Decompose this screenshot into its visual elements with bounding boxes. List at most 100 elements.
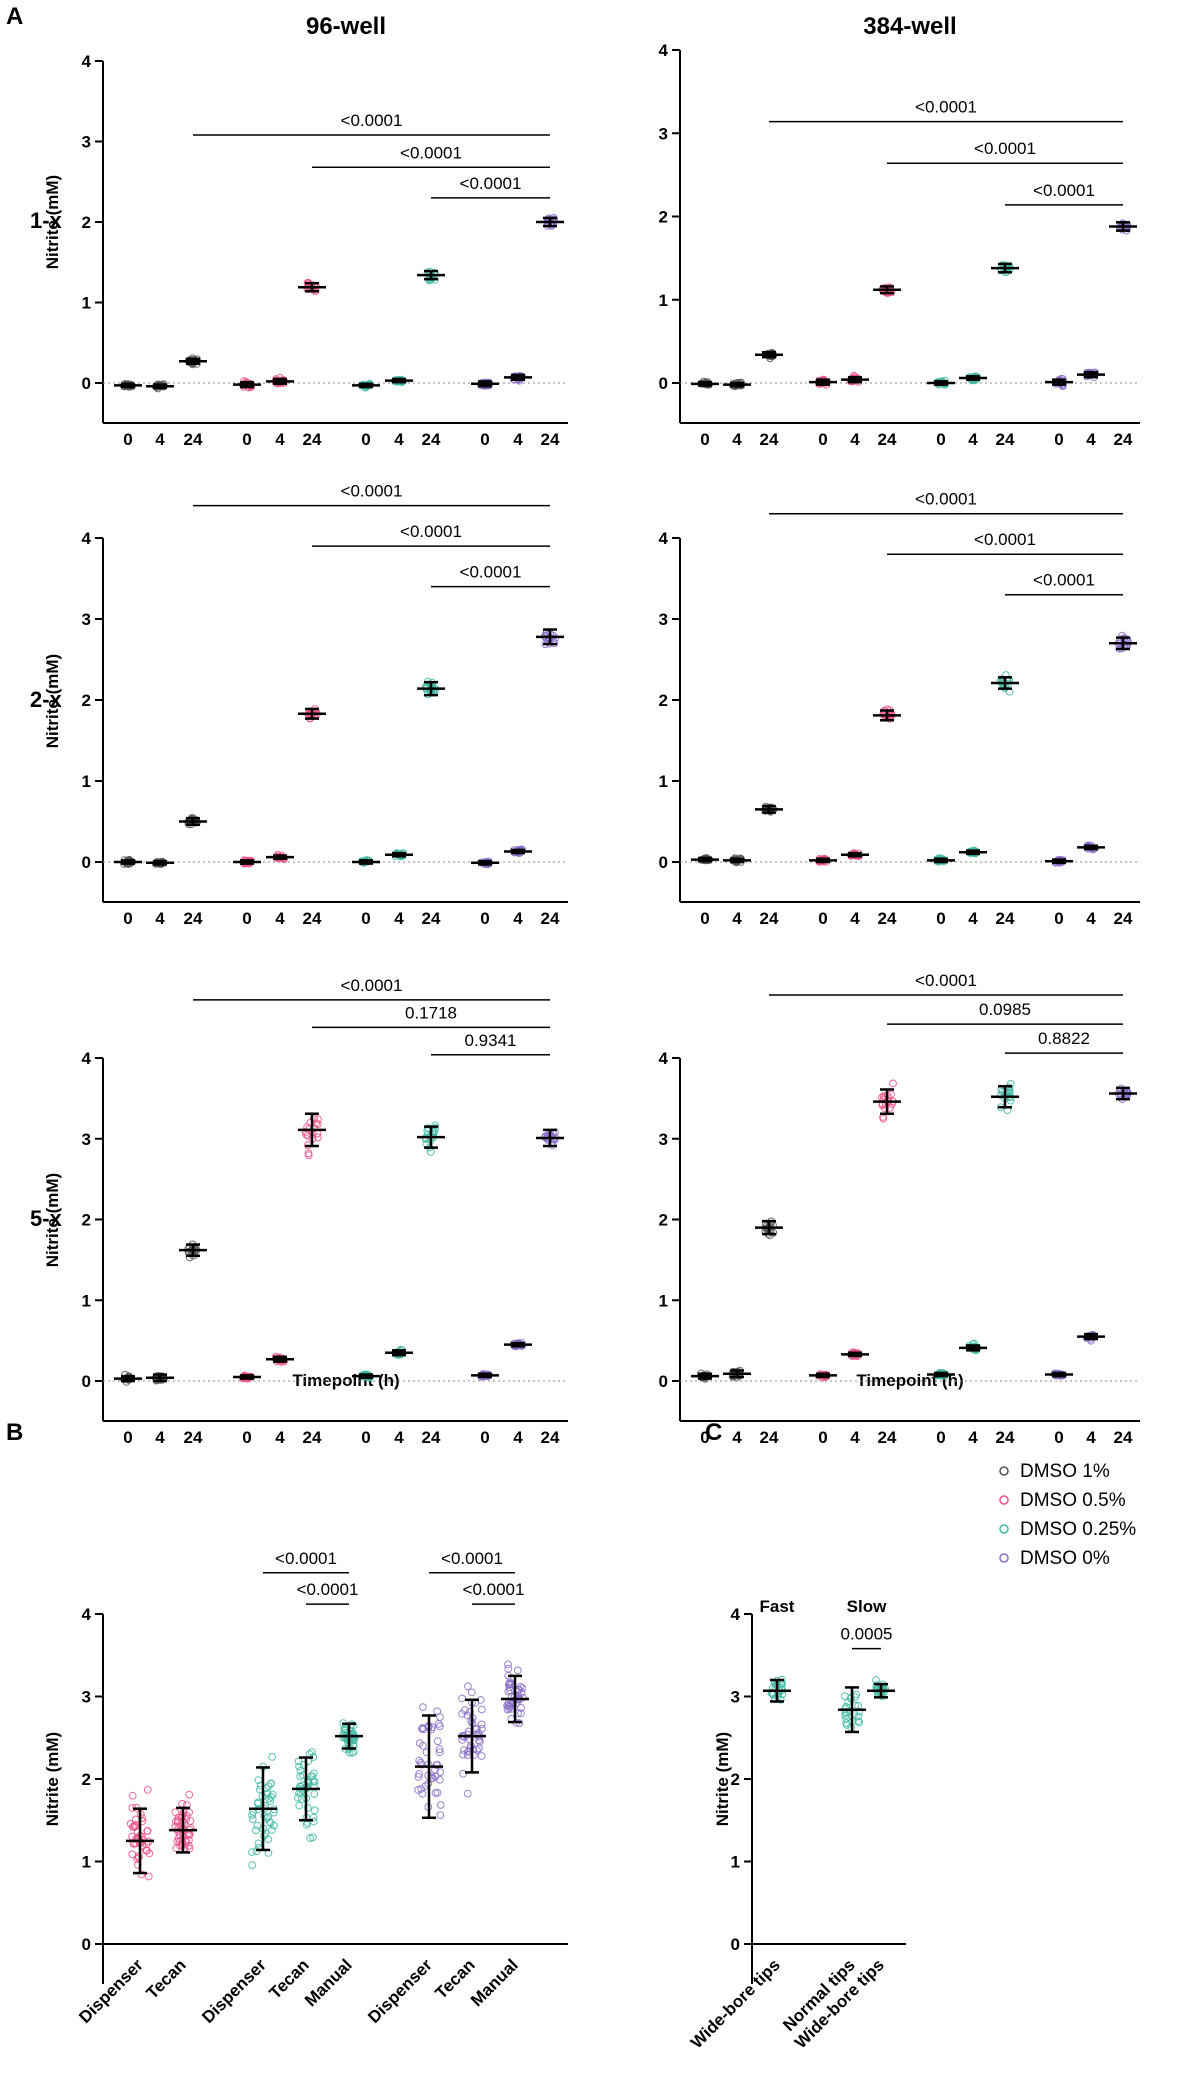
data-point xyxy=(295,1762,304,1771)
data-point xyxy=(854,1712,863,1721)
panel-label-a: A xyxy=(6,3,23,30)
group-2: 24 xyxy=(755,802,783,928)
x-tick-label: 4 xyxy=(155,1428,165,1447)
data-point xyxy=(268,1790,277,1799)
x-tick-label: 4 xyxy=(394,430,404,449)
data-point xyxy=(436,1811,445,1819)
p-value-label: <0.0001 xyxy=(341,111,403,130)
x-tick-label: 0 xyxy=(123,909,132,928)
data-point xyxy=(248,1815,257,1824)
data-point xyxy=(143,1786,152,1794)
group-3: 0 xyxy=(809,1370,837,1447)
x-tick-label: 4 xyxy=(394,909,404,928)
group-10: 4 xyxy=(504,1339,532,1447)
group-4: 4 xyxy=(266,1353,294,1447)
row-label-1x: 1-x xyxy=(30,208,63,233)
group-5: 24 xyxy=(873,283,901,449)
group-4: 4 xyxy=(841,1348,869,1447)
x-tick-label: 0 xyxy=(936,909,945,928)
group-11: 24 xyxy=(1109,1084,1137,1447)
group-header-label: Fast xyxy=(760,1597,795,1616)
p-value-label: <0.0001 xyxy=(441,1549,503,1568)
group-10: 4 xyxy=(1077,1330,1105,1447)
group-8: 24 xyxy=(991,261,1019,449)
group-7: 4 xyxy=(959,846,987,928)
data-point xyxy=(475,1744,483,1753)
y-tick-label: 2 xyxy=(82,1770,91,1789)
x-tick-label: 24 xyxy=(303,1428,322,1447)
legend-entry: DMSO 0% xyxy=(1020,1548,1110,1569)
x-tick-label: 0 xyxy=(361,1428,370,1447)
data-point xyxy=(463,1789,472,1798)
y-axis-label: Nitrite (mM) xyxy=(43,654,62,748)
y-tick-label: 2 xyxy=(659,691,668,710)
chart-a22: 0 1 2 3 4 0 4 24 0 4 24 0 4 24 0 4 24 <0.0001 <0.0001 <0.00… xyxy=(659,490,1140,928)
data-point xyxy=(185,1790,194,1799)
x-tick-label: 4 xyxy=(275,430,285,449)
group-0: Dispenser xyxy=(75,1786,154,2027)
data-point xyxy=(415,1739,424,1747)
x-tick-label: 4 xyxy=(850,909,860,928)
chart-a21: 0 1 2 3 4 Nitrite (mM) 0 4 24 0 4 24 0 4 24 0 4 24 <0.0001… xyxy=(43,482,568,928)
x-tick-label: 4 xyxy=(968,909,978,928)
y-tick-label: 4 xyxy=(82,1605,92,1624)
data-point xyxy=(143,1846,151,1855)
group-6: Tecan xyxy=(432,1682,486,2003)
data-point xyxy=(253,1799,262,1808)
data-point xyxy=(431,1789,440,1797)
data-point xyxy=(435,1745,444,1754)
x-tick-label: 0 xyxy=(818,1428,827,1447)
data-point xyxy=(513,1666,522,1675)
x-tick-label: 4 xyxy=(1086,1428,1096,1447)
data-point xyxy=(293,1793,302,1802)
group-11: 24 xyxy=(536,214,564,449)
data-point xyxy=(544,220,552,229)
data-point xyxy=(137,1870,146,1879)
data-point xyxy=(143,1827,152,1835)
group-3: 0 xyxy=(233,856,261,928)
data-point xyxy=(458,1694,467,1703)
group-10: 4 xyxy=(504,371,532,449)
y-tick-label: 3 xyxy=(731,1688,740,1707)
group-0: 0 xyxy=(691,854,719,928)
data-point xyxy=(551,634,560,643)
data-point xyxy=(414,1773,423,1781)
x-tick-label: 0 xyxy=(818,430,827,449)
x-tick-label: 0 xyxy=(1054,1428,1063,1447)
data-point xyxy=(314,1115,322,1124)
x-tick-label: 24 xyxy=(878,1428,897,1447)
group-7: 4 xyxy=(385,375,413,449)
data-point xyxy=(185,1836,193,1845)
y-axis-label: Nitrite (mM) xyxy=(43,1732,62,1826)
p-value-label: <0.0001 xyxy=(463,1580,525,1599)
y-tick-label: 2 xyxy=(731,1770,740,1789)
y-tick-label: 2 xyxy=(82,1211,91,1230)
x-tick-label: Manual xyxy=(467,1955,522,2010)
group-9: 0 xyxy=(1045,856,1073,928)
group-1: 4 xyxy=(146,857,174,928)
x-tick-label: Dispenser xyxy=(198,1955,270,2027)
x-tick-label: 0 xyxy=(936,430,945,449)
y-tick-label: 4 xyxy=(82,1049,92,1068)
data-point xyxy=(889,1079,897,1088)
group-3: 0 xyxy=(233,1371,261,1447)
row-label-5x: 5-x xyxy=(30,1206,63,1231)
y-tick-label: 1 xyxy=(82,1853,91,1872)
data-point xyxy=(478,1724,486,1733)
y-tick-label: 3 xyxy=(82,1130,91,1149)
legend-entry: DMSO 1% xyxy=(1020,1461,1110,1482)
data-point xyxy=(171,1817,180,1826)
data-point xyxy=(174,1816,183,1824)
data-point xyxy=(436,1801,445,1809)
x-tick-label: 4 xyxy=(1086,430,1096,449)
p-value-label: <0.0001 xyxy=(974,139,1036,158)
data-point xyxy=(294,1757,303,1766)
chart-a12: 0 1 2 3 4 0 4 24 0 4 24 0 4 24 0 4 24 <0.0001 <0.0001 <0.00… xyxy=(659,41,1140,449)
data-point xyxy=(461,1706,469,1715)
x-tick-label: 24 xyxy=(422,909,441,928)
y-tick-label: 0 xyxy=(82,853,91,872)
data-point xyxy=(295,1801,304,1810)
data-point xyxy=(134,1860,142,1869)
data-point xyxy=(426,1148,435,1156)
